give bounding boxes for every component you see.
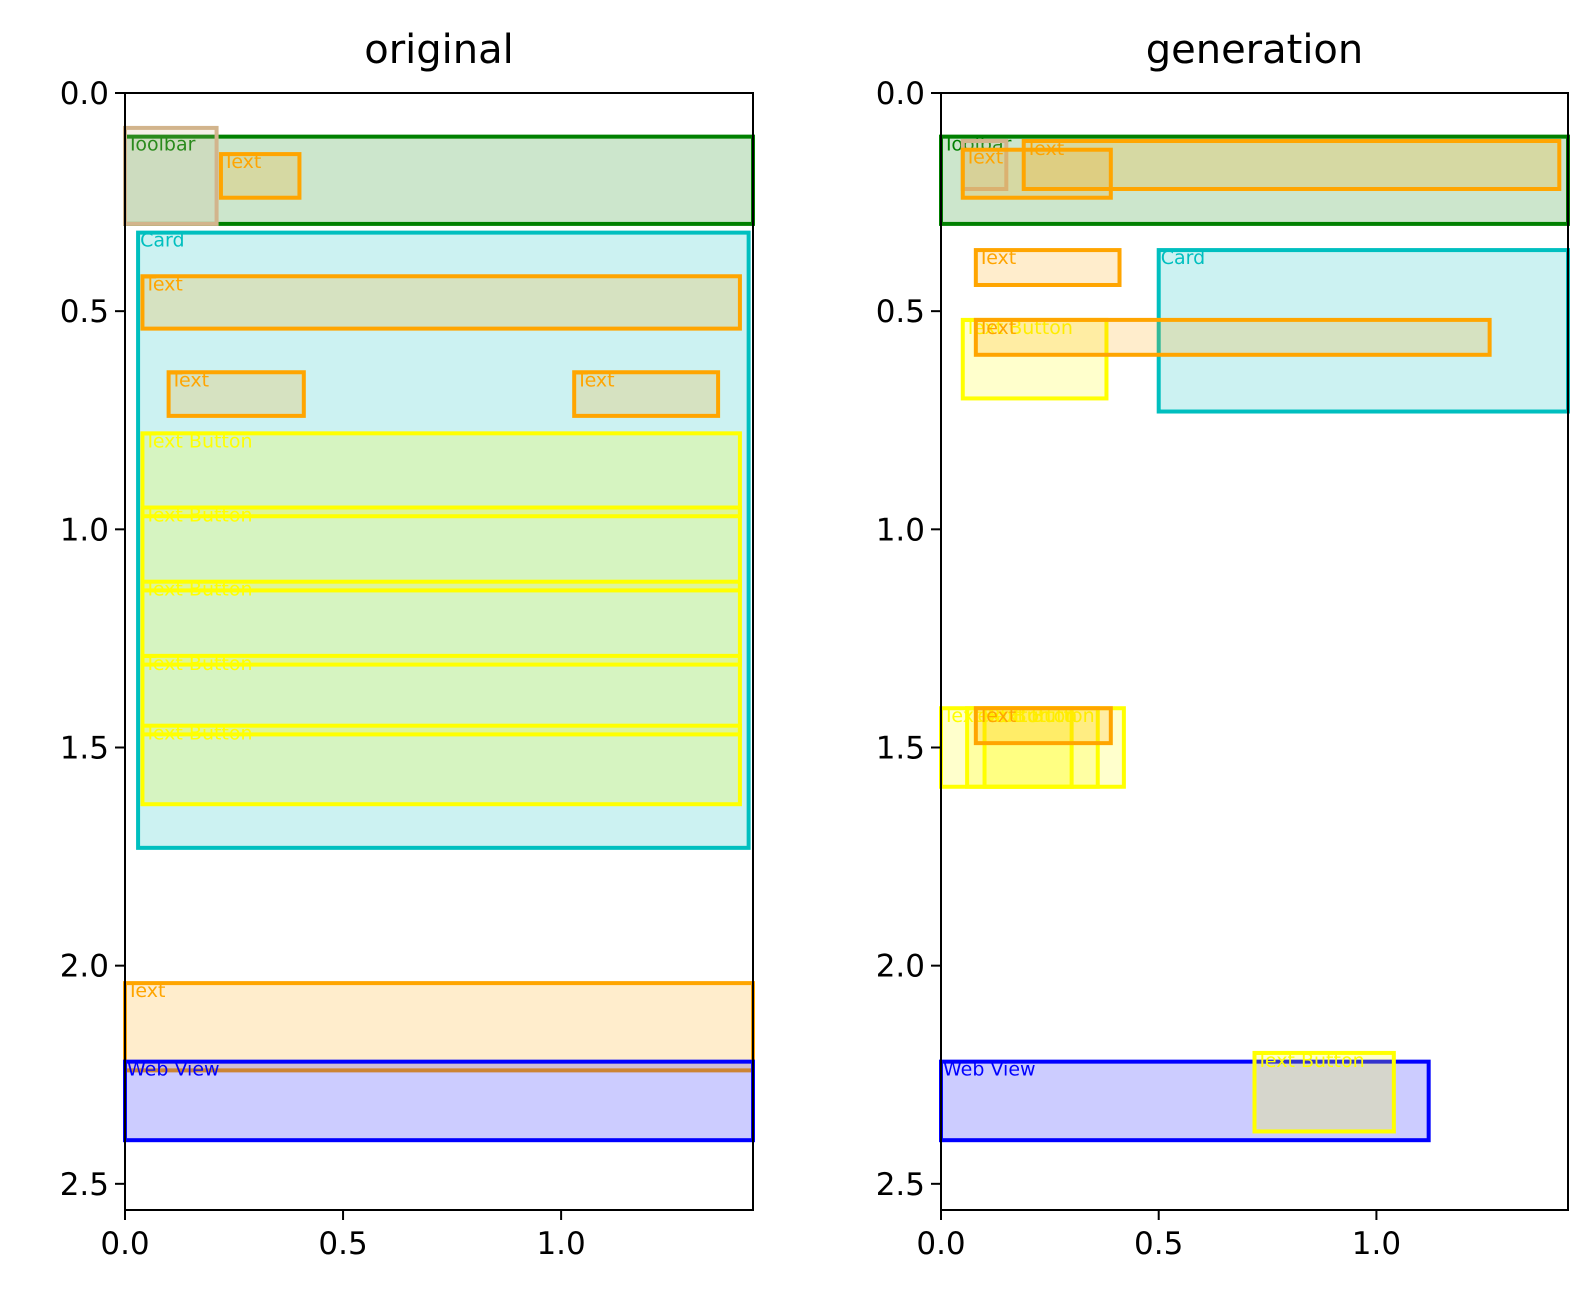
chart-title: original xyxy=(364,27,514,73)
box-button xyxy=(140,431,742,519)
x-tick-label: 0.0 xyxy=(100,1226,149,1262)
box-button xyxy=(982,706,1126,789)
box-label: Text Button xyxy=(968,705,1077,727)
box-label: Card xyxy=(1161,247,1205,269)
x-tick-label: 0.5 xyxy=(318,1226,367,1262)
box-text xyxy=(973,248,1122,287)
box-webview xyxy=(939,1059,1431,1143)
y-tick-label: 0.5 xyxy=(876,294,925,330)
box-text xyxy=(166,370,306,418)
box-label: Text Button xyxy=(942,705,1051,727)
box-card xyxy=(1156,248,1571,414)
box-label: Text Button xyxy=(143,430,252,452)
box-label: Text xyxy=(126,980,165,1002)
box-label: Text Button xyxy=(1256,1050,1365,1072)
box-text xyxy=(973,317,1492,357)
box-button xyxy=(960,317,1109,401)
box-button xyxy=(965,706,1100,789)
box-label: Text xyxy=(575,369,614,391)
box-label: Text Button xyxy=(143,653,252,675)
y-tick-label: 1.0 xyxy=(60,512,109,548)
y-tick-label: 1.0 xyxy=(876,512,925,548)
box-label: Text xyxy=(143,273,182,295)
box-text xyxy=(1021,138,1562,191)
box-label: Text xyxy=(1025,138,1064,160)
x-tick-label: 0.0 xyxy=(916,1226,965,1262)
box-text xyxy=(572,370,721,418)
x-tick-label: 1.0 xyxy=(1352,1226,1401,1262)
box-label: Text xyxy=(170,369,209,391)
box-text xyxy=(140,274,742,331)
y-tick-label: 2.0 xyxy=(60,949,109,985)
box-label: Card xyxy=(140,230,184,252)
y-tick-label: 1.5 xyxy=(60,730,109,766)
box-label: Text Button xyxy=(143,505,252,527)
box-label: Text xyxy=(964,147,1003,169)
box-label: Text xyxy=(977,317,1016,339)
panel-original: original Toolbar Text Card Text Text Text Text … xyxy=(60,27,755,1262)
y-tick-label: 1.5 xyxy=(876,730,925,766)
box-label: Text xyxy=(977,247,1016,269)
y-tick-label: 2.5 xyxy=(60,1167,109,1203)
box-label: Toolbar xyxy=(126,134,196,156)
box-label: Text Button xyxy=(986,705,1095,727)
box-label: Text Button xyxy=(143,723,252,745)
box-label: Web View xyxy=(127,1059,220,1081)
box-label: Text xyxy=(977,705,1016,727)
box-label: Text Button xyxy=(964,317,1073,339)
box-label: Text xyxy=(222,151,261,173)
box-button xyxy=(140,579,742,667)
y-tick-label: 2.0 xyxy=(876,949,925,985)
box-text xyxy=(973,706,1113,746)
box-card xyxy=(136,230,751,850)
y-tick-label: 0.5 xyxy=(60,294,109,330)
x-tick-label: 0.5 xyxy=(1134,1226,1183,1262)
box-text xyxy=(123,981,755,1073)
chart-title: generation xyxy=(1146,27,1364,73)
y-tick-label: 0.0 xyxy=(60,76,109,112)
box-button xyxy=(140,653,742,737)
box-button xyxy=(140,723,742,807)
box-text xyxy=(218,152,302,200)
x-tick-label: 1.0 xyxy=(536,1226,585,1262)
box-button xyxy=(140,505,742,593)
axes-frame xyxy=(940,92,1569,1211)
box-image xyxy=(123,125,219,226)
box-webview xyxy=(123,1059,755,1143)
box-button xyxy=(1252,1050,1396,1134)
box-label: Web View xyxy=(943,1059,1036,1081)
y-tick-label: 0.0 xyxy=(876,76,925,112)
y-tick-label: 2.5 xyxy=(876,1167,925,1203)
axes-frame xyxy=(124,92,754,1211)
box-label: Text Button xyxy=(143,579,252,601)
